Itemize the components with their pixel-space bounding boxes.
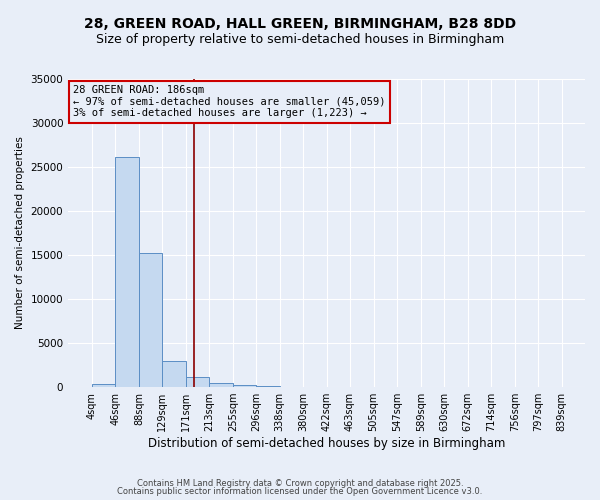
Y-axis label: Number of semi-detached properties: Number of semi-detached properties bbox=[15, 136, 25, 330]
Bar bbox=[209, 383, 233, 387]
Bar bbox=[92, 384, 115, 387]
Bar bbox=[233, 386, 256, 387]
Text: 28 GREEN ROAD: 186sqm
← 97% of semi-detached houses are smaller (45,059)
3% of s: 28 GREEN ROAD: 186sqm ← 97% of semi-deta… bbox=[73, 85, 386, 118]
Text: Size of property relative to semi-detached houses in Birmingham: Size of property relative to semi-detach… bbox=[96, 32, 504, 46]
Bar bbox=[115, 158, 139, 387]
Bar bbox=[139, 254, 162, 387]
X-axis label: Distribution of semi-detached houses by size in Birmingham: Distribution of semi-detached houses by … bbox=[148, 437, 505, 450]
Bar bbox=[256, 386, 280, 387]
Bar bbox=[162, 360, 185, 387]
Text: Contains HM Land Registry data © Crown copyright and database right 2025.: Contains HM Land Registry data © Crown c… bbox=[137, 478, 463, 488]
Text: Contains public sector information licensed under the Open Government Licence v3: Contains public sector information licen… bbox=[118, 487, 482, 496]
Bar bbox=[185, 378, 209, 387]
Text: 28, GREEN ROAD, HALL GREEN, BIRMINGHAM, B28 8DD: 28, GREEN ROAD, HALL GREEN, BIRMINGHAM, … bbox=[84, 18, 516, 32]
